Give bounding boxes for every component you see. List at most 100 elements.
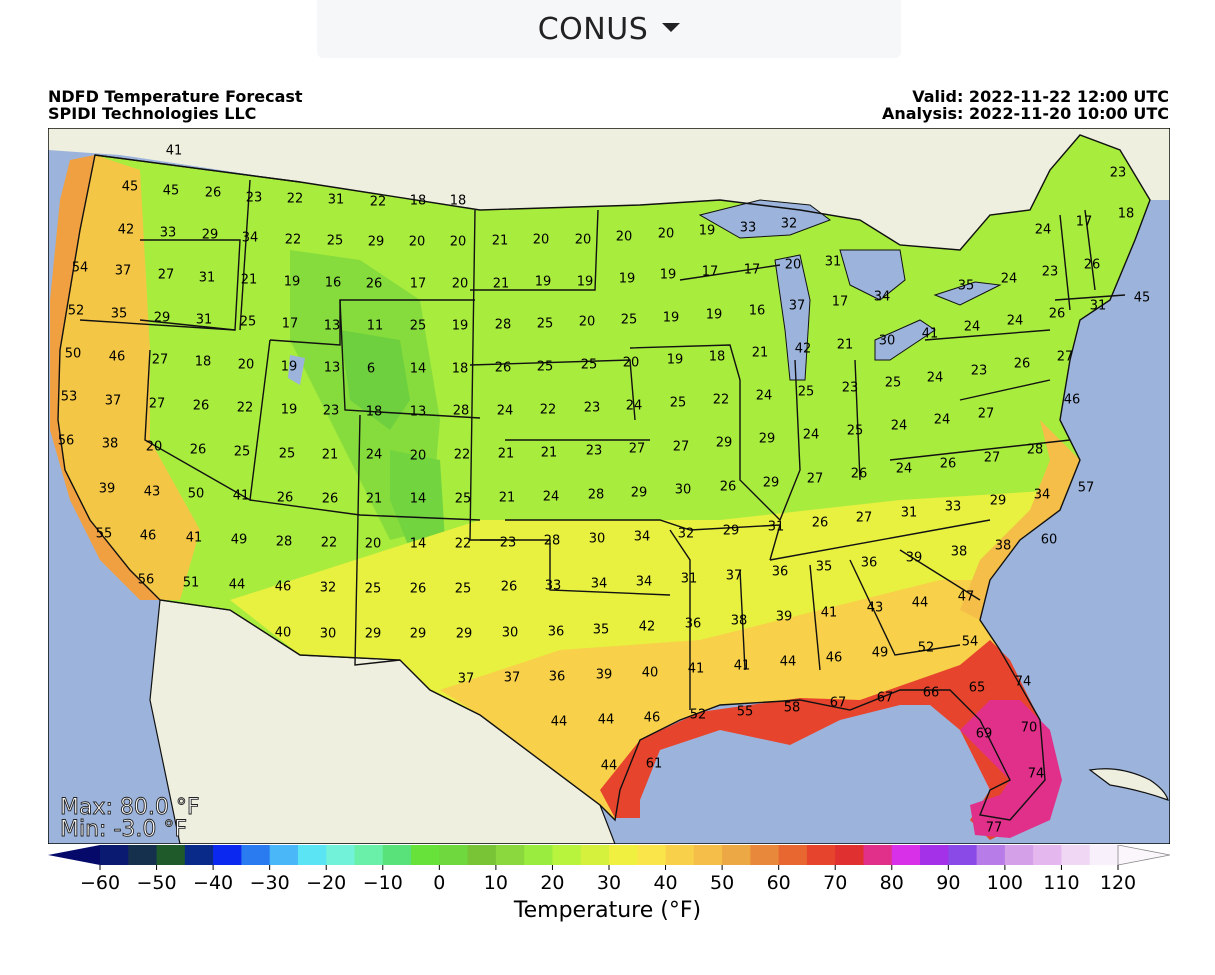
temp-value-label: 36 [861,556,878,571]
temp-value-label: 20 [533,233,550,248]
colorbar-tick-label: 30 [597,872,621,894]
temp-value-label: 22 [455,537,472,552]
temp-value-label: 69 [976,727,993,742]
temp-value-label: 36 [772,565,789,580]
temp-value-label: 20 [452,277,469,292]
map-canvas: 41 45 45 26 23 22 31 22 18 18 42 33 29 34 22 25 29 20 20 21… [48,128,1170,844]
temp-value-label: 27 [149,397,166,412]
temp-value-label: 22 [285,233,302,248]
temp-value-label: 55 [96,527,113,542]
temp-value-label: 19 [663,311,680,326]
temp-value-label: 25 [885,376,902,391]
temp-value-label: 30 [502,626,519,641]
temp-value-label: 19 [667,353,684,368]
temp-value-label: 42 [118,223,135,238]
temp-value-label: 58 [784,701,801,716]
temp-value-label: 24 [1001,272,1018,287]
temp-value-label: 22 [237,401,254,416]
colorbar-tick-label: 70 [823,872,847,894]
temp-value-label: 24 [756,389,773,404]
state-borders [57,134,1151,822]
temp-value-label: 16 [325,276,342,291]
temp-value-label: 20 [579,315,596,330]
temp-value-label: 26 [812,516,829,531]
colorbar-segment [750,845,780,865]
temp-value-label: 34 [242,231,259,246]
temp-value-label: 19 [452,319,469,334]
colorbar-segment [835,845,865,865]
colorbar-segment [637,845,667,865]
temp-value-label: 24 [497,404,514,419]
temperature-labels: 41 45 45 26 23 22 31 22 18 18 42 33 29 34 22 25 29 20 20 21… [58,144,1151,836]
temp-value-label: 27 [978,407,995,422]
temp-value-label: 46 [275,580,292,595]
temp-value-label: 25 [234,445,251,460]
temp-value-label: 18 [452,362,469,377]
temp-value-label: 60 [1041,533,1058,548]
temp-value-label: 38 [995,539,1012,554]
temp-value-label: 24 [366,448,383,463]
temp-value-label: 70 [1021,721,1038,736]
colorbar-segment [495,845,525,865]
colorbar-segment [665,845,695,865]
temp-value-label: 24 [1007,314,1024,329]
valid-time: Valid: 2022-11-22 12:00 UTC [912,87,1169,106]
temp-value-label: 13 [410,405,427,420]
colorbar-segment [778,845,808,865]
temp-value-label: 26 [495,361,512,376]
temp-value-label: 41 [688,662,705,677]
temp-value-label: 22 [370,195,387,210]
lake-michigan [774,254,811,381]
temp-value-label: 25 [327,234,344,249]
colorbar-segment [863,845,893,865]
region-dropdown[interactable]: CONUS [317,0,901,58]
temp-value-label: 57 [1078,481,1095,496]
temp-value-label: 47 [958,590,975,605]
temp-value-label: 43 [144,485,161,500]
temp-value-label: 23 [842,381,859,396]
temp-value-label: 25 [537,317,554,332]
temp-value-label: 20 [785,258,802,273]
cuba-land [1088,768,1169,801]
temp-value-label: 28 [588,488,605,503]
colorbar-segment [524,845,554,865]
temp-value-label: 19 [577,275,594,290]
temp-value-label: 44 [229,578,246,593]
temp-value-label: 29 [202,228,219,243]
temp-value-label: 34 [1034,488,1051,503]
temp-value-label: 33 [945,500,962,515]
colorbar-tick-label: −30 [250,872,290,894]
temp-value-label: 44 [912,596,929,611]
temp-value-label: 24 [626,399,643,414]
temp-value-label: 26 [277,491,294,506]
temp-value-label: 26 [190,443,207,458]
atlantic-coast-warm [960,420,1080,620]
temp-value-label: 21 [752,346,769,361]
colorbar-segment [100,845,129,865]
temp-value-label: 24 [891,419,908,434]
colorado-cold-zone [390,450,445,550]
temp-value-label: 25 [455,582,472,597]
colorbar-segment [411,845,440,865]
temp-value-label: 35 [111,307,128,322]
temp-value-label: 74 [1028,767,1045,782]
temp-value-label: 25 [581,358,598,373]
temp-value-label: 36 [549,670,566,685]
temperature-map: 41 45 45 26 23 22 31 22 18 18 42 33 29 34 22 25 29 20 20 21… [48,128,1170,844]
temp-value-label: 28 [544,534,561,549]
temp-value-label: 27 [984,451,1001,466]
temp-value-label: 23 [1042,265,1059,280]
colorbar-segment [580,845,610,865]
temp-value-label: 24 [1035,223,1052,238]
temp-value-label: 65 [969,681,986,696]
temp-value-label: 40 [642,666,659,681]
temp-value-label: 25 [621,313,638,328]
colorbar-segment [269,845,299,865]
temp-value-label: 20 [146,440,163,455]
colorbar-tick-label: 80 [880,872,904,894]
temp-value-label: 20 [616,230,633,245]
temp-value-label: 13 [324,361,341,376]
temp-value-label: 28 [1027,443,1044,458]
temp-value-label: 31 [1090,299,1107,314]
temp-value-label: 27 [807,472,824,487]
